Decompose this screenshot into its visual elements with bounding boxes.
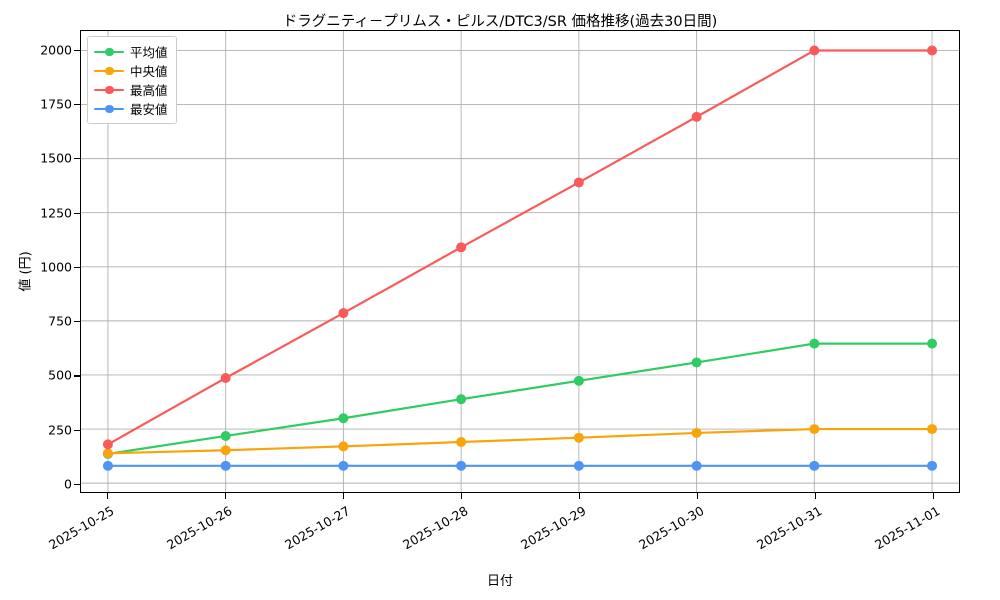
data-point-marker <box>220 373 231 383</box>
data-point-marker <box>220 460 231 471</box>
x-tick-mark <box>933 493 935 499</box>
x-tick-label: 2025-10-31 <box>754 503 825 553</box>
x-tick-mark <box>579 493 581 499</box>
legend-swatch-icon <box>94 102 124 116</box>
legend-dot-icon <box>105 66 114 75</box>
data-point-marker <box>573 460 584 471</box>
data-point-marker <box>102 460 113 471</box>
legend-swatch-icon <box>94 64 124 78</box>
x-tick-mark <box>107 493 109 499</box>
x-tick-mark <box>343 493 345 499</box>
x-tick-label: 2025-10-29 <box>518 503 589 553</box>
legend-label: 平均値 <box>130 45 168 60</box>
data-point-marker <box>691 427 702 438</box>
legend-item[interactable]: 中央値 <box>94 61 168 80</box>
legend-swatch-icon <box>94 45 124 59</box>
legend-label: 中央値 <box>130 64 168 79</box>
legend-label: 最安値 <box>130 102 168 117</box>
data-point-marker <box>573 375 584 386</box>
series-line <box>106 427 934 455</box>
data-point-marker <box>809 424 820 435</box>
data-point-marker <box>338 460 349 471</box>
data-point-marker <box>220 430 231 441</box>
y-tick-label: 500 <box>48 367 72 383</box>
y-tick-label: 750 <box>48 313 72 329</box>
data-point-marker <box>456 460 467 471</box>
series-line <box>106 342 934 456</box>
y-tick-mark <box>73 103 80 105</box>
y-tick-mark <box>73 375 80 377</box>
plot-area <box>80 30 960 493</box>
data-point-marker <box>691 460 702 471</box>
data-point-marker <box>338 413 349 424</box>
y-tick-mark <box>73 158 80 160</box>
data-point-marker <box>573 432 584 443</box>
data-point-marker <box>573 177 584 188</box>
data-point-marker <box>927 460 938 471</box>
data-point-marker <box>927 338 938 349</box>
y-axis-tick-labels: 0 250 500 750 1000 1250 1500 1750 2000 <box>0 0 72 600</box>
legend-swatch-icon <box>94 83 124 97</box>
x-tick-label: 2025-10-28 <box>400 503 471 553</box>
y-tick-label: 1750 <box>40 96 72 112</box>
legend-dot-icon <box>105 85 114 94</box>
data-point-marker <box>927 45 938 56</box>
legend-item[interactable]: 最高値 <box>94 80 168 99</box>
chart-legend: 平均値中央値最高値最安値 <box>87 36 177 124</box>
data-point-marker <box>102 439 113 450</box>
y-tick-label: 2000 <box>40 42 72 58</box>
data-point-marker <box>691 357 702 368</box>
legend-item[interactable]: 最安値 <box>94 99 168 118</box>
x-tick-mark <box>697 493 699 499</box>
x-tick-mark <box>461 493 463 499</box>
y-tick-mark <box>73 429 80 431</box>
y-tick-label: 1500 <box>40 150 72 166</box>
y-tick-label: 1000 <box>40 259 72 275</box>
data-point-marker <box>691 111 702 122</box>
data-point-marker <box>338 441 349 452</box>
y-tick-label: 0 <box>64 476 72 492</box>
x-tick-mark <box>815 493 817 499</box>
y-tick-mark <box>73 212 80 214</box>
x-axis-label: 日付 <box>486 574 513 589</box>
data-point-marker <box>456 242 467 253</box>
legend-label: 最高値 <box>130 83 168 98</box>
y-tick-mark <box>73 266 80 268</box>
x-tick-label: 2025-10-27 <box>282 503 353 553</box>
x-tick-label: 2025-10-26 <box>164 503 235 553</box>
y-tick-mark <box>73 321 80 323</box>
y-tick-mark <box>73 49 80 51</box>
data-point-marker <box>809 45 820 56</box>
legend-dot-icon <box>105 104 114 113</box>
y-tick-label: 250 <box>48 422 72 438</box>
x-tick-mark <box>225 493 227 499</box>
y-tick-mark <box>73 484 80 486</box>
legend-dot-icon <box>105 47 114 56</box>
chart-title: ドラグニティ－プリムス・ピルス/DTC3/SR 価格推移(過去30日間) <box>282 14 718 30</box>
data-point-marker <box>456 394 467 405</box>
data-point-marker <box>809 338 820 349</box>
data-series-layer <box>102 45 938 471</box>
y-tick-label: 1250 <box>40 205 72 220</box>
series-line <box>106 49 934 446</box>
data-point-marker <box>456 437 467 448</box>
data-point-marker <box>338 308 349 319</box>
x-tick-label: 2025-11-01 <box>872 503 943 553</box>
legend-item[interactable]: 平均値 <box>94 42 168 61</box>
data-point-marker <box>927 424 938 435</box>
data-point-marker <box>102 448 113 459</box>
x-tick-label: 2025-10-30 <box>636 503 707 553</box>
data-point-marker <box>809 460 820 471</box>
data-point-marker <box>220 445 231 456</box>
